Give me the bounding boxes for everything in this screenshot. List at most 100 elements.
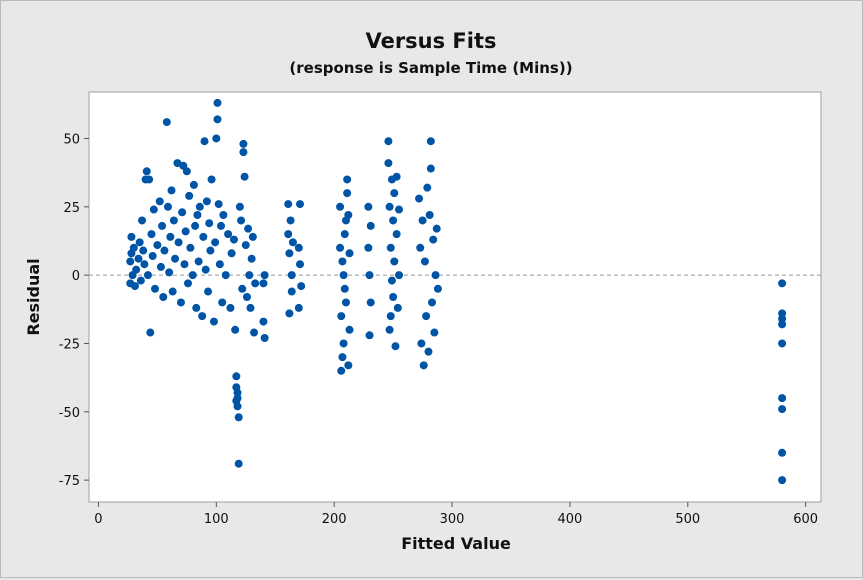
data-point (260, 271, 269, 280)
y-tick-label: 50 (63, 132, 80, 147)
data-point (390, 257, 399, 266)
data-point (212, 134, 221, 143)
data-point (180, 260, 189, 269)
data-point (247, 254, 256, 263)
data-point (185, 191, 194, 200)
data-point (339, 339, 348, 348)
data-point (284, 230, 293, 239)
data-point (384, 137, 393, 146)
data-point (241, 241, 250, 250)
data-point (199, 232, 208, 241)
data-point (193, 211, 202, 219)
data-point (145, 175, 154, 184)
data-point (295, 260, 304, 269)
data-point (178, 208, 187, 217)
y-tick-label: -50 (59, 406, 80, 421)
data-point (200, 137, 209, 146)
data-point (432, 224, 441, 233)
data-point (153, 241, 162, 250)
data-point (365, 331, 374, 340)
data-point (341, 298, 350, 307)
data-point (146, 328, 155, 337)
data-point (202, 197, 211, 206)
data-point (343, 189, 352, 198)
data-point (234, 413, 243, 422)
data-point (294, 303, 303, 312)
data-point (425, 211, 434, 219)
data-point (127, 232, 136, 241)
data-point (387, 276, 396, 285)
data-point (138, 216, 147, 225)
x-tick-label: 500 (675, 512, 700, 527)
y-tick-label: -75 (59, 474, 80, 489)
data-point (205, 219, 214, 228)
data-point (224, 230, 233, 239)
data-point (248, 232, 257, 241)
data-point (234, 459, 243, 468)
data-point (191, 221, 200, 230)
data-point (422, 312, 431, 321)
data-point (340, 230, 349, 239)
x-axis-label: Fitted Value (401, 534, 511, 553)
data-point (778, 448, 787, 457)
data-point (260, 334, 269, 342)
data-point (392, 230, 401, 239)
data-point (237, 216, 246, 225)
data-point (226, 303, 235, 312)
data-point (385, 325, 394, 334)
data-point (156, 262, 165, 271)
data-point (418, 216, 427, 225)
data-point (417, 339, 426, 348)
data-point (345, 249, 354, 258)
data-point (424, 347, 433, 356)
data-point (365, 271, 374, 280)
data-point (194, 257, 203, 266)
y-tick-label: 0 (72, 269, 80, 284)
data-point (227, 249, 236, 258)
data-point (198, 312, 207, 321)
data-point (338, 257, 347, 266)
data-point (135, 238, 144, 247)
data-point (126, 257, 135, 266)
data-point (132, 265, 141, 274)
data-point (182, 167, 191, 176)
data-point (337, 312, 346, 321)
data-point (415, 194, 424, 203)
data-point (428, 298, 437, 307)
data-point (130, 282, 139, 291)
y-tick-label: 25 (63, 201, 80, 216)
data-point (287, 271, 296, 280)
data-point (186, 243, 195, 252)
data-point (151, 284, 160, 293)
data-point (390, 189, 399, 198)
data-point (778, 394, 787, 403)
data-point (159, 293, 168, 301)
data-point (426, 164, 435, 173)
data-point (393, 303, 402, 312)
data-point (284, 200, 293, 209)
data-point (166, 232, 175, 241)
data-point (149, 205, 158, 214)
data-point (242, 293, 251, 301)
data-point (209, 317, 218, 326)
data-point (364, 243, 373, 252)
data-point (259, 279, 268, 288)
x-tick-label: 0 (94, 512, 102, 527)
data-point (385, 202, 394, 211)
data-point (295, 200, 304, 209)
data-point (420, 257, 429, 266)
data-point (240, 172, 249, 181)
data-point (147, 230, 156, 239)
data-point (366, 221, 375, 230)
data-point (213, 115, 222, 124)
data-point (181, 227, 190, 236)
data-point (426, 137, 435, 146)
data-point (287, 287, 296, 296)
data-point (160, 246, 169, 255)
data-point (288, 238, 297, 247)
data-point (169, 216, 178, 225)
data-point (134, 254, 143, 263)
data-point (244, 224, 253, 233)
data-point (778, 314, 787, 323)
